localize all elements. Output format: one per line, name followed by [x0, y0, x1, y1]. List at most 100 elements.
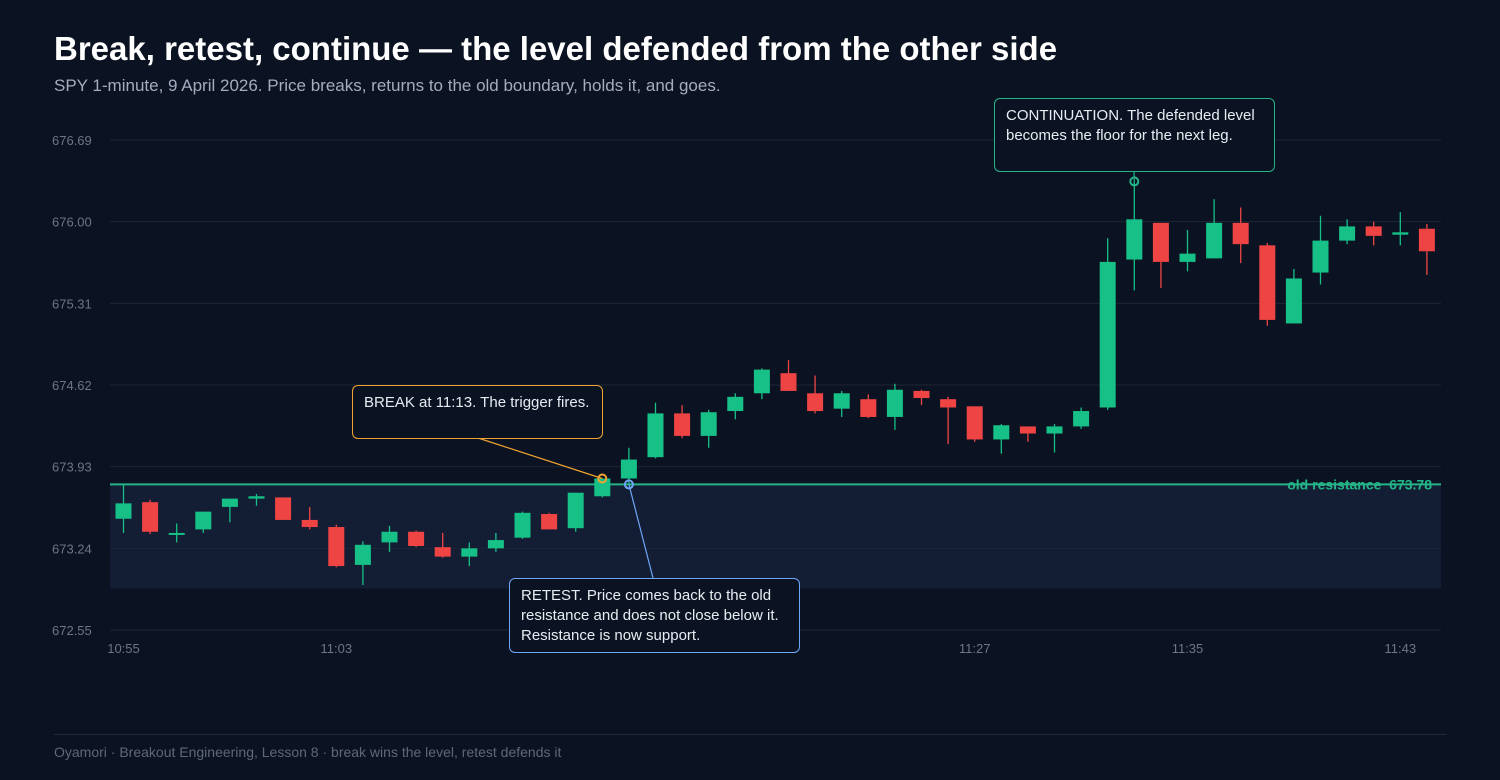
footer-caption: Oyamori · Breakout Engineering, Lesson 8…	[54, 744, 562, 760]
candle-11:28	[993, 424, 1010, 454]
breakout-zone	[110, 484, 1441, 589]
candle-body	[354, 544, 371, 565]
break-marker	[597, 473, 608, 484]
candle-body	[1152, 222, 1169, 262]
retest-annotation: RETEST. Price comes back to the old resi…	[509, 578, 800, 653]
candle-11:33	[1126, 181, 1143, 291]
candle-11:37	[1232, 207, 1249, 264]
candle-body	[700, 412, 717, 436]
y-tick-label: 674.62	[52, 378, 92, 393]
candle-body	[221, 498, 238, 507]
continuation-marker	[1129, 176, 1140, 187]
candle-10:56	[142, 499, 159, 535]
candle-body	[1339, 226, 1356, 241]
candle-11:26	[940, 396, 957, 445]
candle-11:13	[594, 478, 611, 498]
candle-11:06	[408, 530, 425, 548]
candle-body	[1046, 426, 1063, 434]
candle-body	[142, 502, 159, 532]
candle-body	[674, 413, 691, 436]
candle-body	[408, 531, 425, 546]
candle-body	[594, 478, 611, 497]
candle-body	[966, 406, 983, 440]
candle-body	[1285, 278, 1302, 324]
candle-10:55	[115, 484, 132, 533]
candle-11:36	[1206, 199, 1223, 259]
candle-11:44	[1418, 224, 1435, 275]
candle-body	[248, 496, 265, 499]
candle-body	[753, 369, 770, 394]
footer-divider	[54, 734, 1447, 735]
candle-body	[620, 459, 637, 479]
y-tick-label: 673.93	[52, 460, 92, 475]
y-tick-label: 676.00	[52, 215, 92, 230]
x-tick-label: 11:35	[1172, 641, 1204, 656]
candle-11:29	[1019, 426, 1036, 442]
candle-body	[647, 413, 664, 458]
candle-11:25	[913, 389, 930, 406]
candle-11:20	[780, 360, 797, 391]
candle-body	[514, 512, 531, 538]
candle-11:08	[461, 542, 478, 567]
candle-body	[1099, 261, 1116, 408]
candle-body	[993, 425, 1010, 440]
candle-11:32	[1099, 238, 1116, 410]
candle-10:58	[195, 511, 212, 533]
chart-title: Break, retest, continue — the level defe…	[54, 30, 1058, 67]
candle-body	[541, 514, 558, 530]
candle-body	[168, 532, 185, 535]
candle-body	[780, 373, 797, 391]
candle-11:11	[541, 512, 558, 530]
y-tick-label: 672.55	[52, 623, 92, 638]
candle-11:43	[1392, 212, 1409, 246]
x-tick-label: 11:03	[321, 641, 353, 656]
candle-11:05	[381, 525, 398, 552]
candle-body	[860, 399, 877, 417]
candle-body	[913, 390, 930, 399]
candle-11:04	[354, 541, 371, 586]
candle-body	[807, 393, 824, 412]
candle-body	[301, 519, 318, 528]
candle-body	[833, 393, 850, 409]
candle-11:16	[674, 405, 691, 439]
candle-body	[328, 527, 345, 567]
candle-body	[886, 389, 903, 417]
candle-11:34	[1152, 222, 1169, 288]
continuation-annotation: CONTINUATION. The defended level becomes…	[994, 98, 1275, 172]
candle-11:01	[275, 497, 292, 520]
candle-11:40	[1312, 215, 1329, 285]
candle-11:31	[1073, 407, 1090, 429]
break-annotation: BREAK at 11:13. The trigger fires.	[352, 385, 603, 439]
candle-11:19	[753, 368, 770, 400]
retest-connector	[628, 484, 654, 579]
candle-body	[487, 540, 504, 549]
candle-11:09	[487, 532, 504, 552]
retest-marker	[623, 479, 634, 490]
x-tick-label: 10:55	[107, 641, 140, 656]
candle-11:17	[700, 409, 717, 448]
break-connector	[477, 437, 603, 480]
x-tick-label: 11:27	[959, 641, 991, 656]
candle-body	[1392, 232, 1409, 235]
candle-body	[1073, 411, 1090, 427]
candle-11:18	[727, 393, 744, 420]
y-tick-label: 676.69	[52, 133, 92, 148]
candle-11:24	[886, 383, 903, 430]
candle-11:14	[620, 447, 637, 485]
candle-11:27	[966, 406, 983, 442]
candle-11:03	[328, 524, 345, 568]
chart-subtitle: SPY 1-minute, 9 April 2026. Price breaks…	[54, 76, 721, 95]
y-tick-label: 675.31	[52, 296, 92, 311]
candle-11:38	[1259, 242, 1276, 326]
candle-11:10	[514, 511, 531, 539]
x-tick-label: 11:43	[1385, 641, 1417, 656]
candle-body	[567, 492, 584, 529]
candle-body	[727, 396, 744, 412]
candle-11:12	[567, 492, 584, 532]
candle-body	[434, 547, 451, 557]
annotation-connectors	[477, 170, 1140, 579]
candle-body	[1232, 222, 1249, 245]
candle-body	[275, 497, 292, 520]
candle-body	[1365, 226, 1382, 236]
